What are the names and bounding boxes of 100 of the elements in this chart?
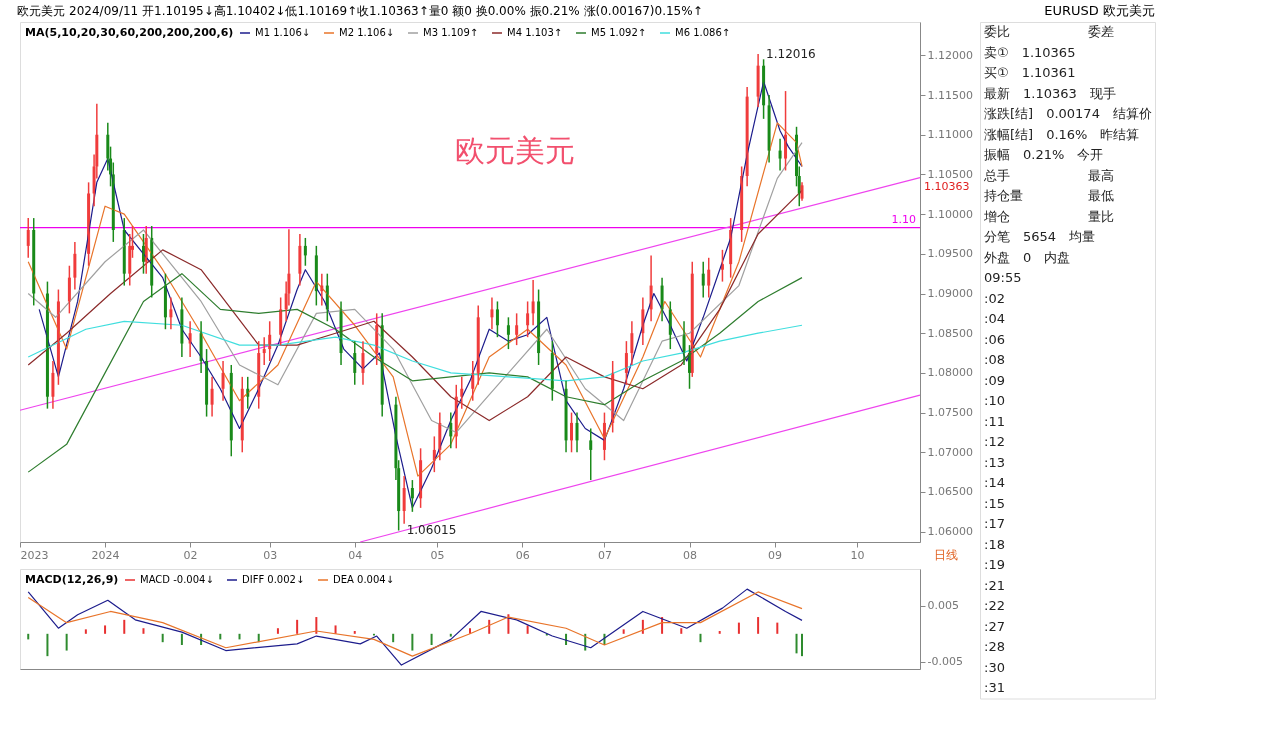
text: :31 [984, 680, 1005, 696]
text: 卖① 1.10365 [984, 44, 1076, 60]
legend-title: MA(5,10,20,30,60,200,200,200,6) [25, 26, 234, 39]
text: :09 [984, 372, 1005, 388]
x-tick-label: 03 [263, 548, 278, 562]
x-tick-label: 05 [430, 548, 445, 562]
text: :28 [984, 639, 1005, 655]
legend-label: DIFF 0.002↓ [242, 574, 305, 585]
x-tick-label: 07 [597, 548, 612, 562]
bar [757, 617, 760, 634]
text: 买① 1.10361 [984, 65, 1076, 81]
text: :14 [984, 475, 1005, 491]
text: 1.10363 [924, 180, 970, 194]
line-series [27, 320, 803, 382]
text: 涨跌[结] 0.00174 结算价 [984, 106, 1152, 122]
y-tick-label: 1.11500 [927, 88, 973, 102]
x-tick-label: 04 [348, 548, 363, 562]
x-tick-label: 10 [850, 548, 865, 562]
bar [737, 622, 740, 634]
text: 最新 1.10363 现手 [984, 85, 1116, 101]
text: 振幅 0.21% 今开 [984, 147, 1104, 163]
text: :19 [984, 557, 1005, 573]
bar [161, 633, 164, 643]
text: 09:55 [984, 270, 1022, 286]
legend-label: DEA 0.004↓ [333, 574, 395, 585]
bar [180, 633, 183, 645]
bar [84, 629, 87, 634]
line-series [27, 273, 803, 473]
bar [392, 633, 395, 643]
y-tick-label: 1.06000 [927, 525, 973, 539]
text: EURUSD 欧元美元 [1044, 3, 1155, 18]
bar [801, 633, 804, 657]
bar [795, 633, 798, 654]
text: 外盘 0 内盘 [984, 249, 1071, 265]
text: :30 [984, 659, 1005, 675]
x-tick-label: 09 [768, 548, 783, 562]
text: 总手 最高 [983, 167, 1114, 183]
y-tick-label: 1.12000 [927, 48, 973, 62]
text: :06 [984, 331, 1005, 347]
legend-label: M5 1.092↑ [591, 27, 647, 38]
text: :13 [984, 454, 1005, 470]
y-tick-label: 1.09000 [927, 287, 973, 301]
text: :04 [984, 311, 1005, 327]
legend-label: MACD -0.004↓ [140, 574, 214, 585]
legend-title: MACD(12,26,9) [25, 573, 119, 586]
text: :02 [984, 290, 1005, 306]
y-tick-label: 1.06500 [927, 485, 973, 499]
bar [449, 633, 452, 637]
bar [123, 619, 126, 634]
bar [411, 633, 414, 651]
y-tick-label: 1.09500 [927, 247, 973, 261]
legend-label: M6 1.086↑ [675, 27, 731, 38]
x-tick-label: 08 [683, 548, 698, 562]
line-series [27, 122, 803, 477]
legend-label: M1 1.106↓ [255, 27, 311, 38]
bar [430, 633, 433, 645]
bar [65, 633, 68, 651]
y-tick-label: 1.10500 [927, 167, 973, 181]
annotation: 1.06015 [406, 523, 457, 538]
text: 日线 [934, 548, 958, 562]
bar [699, 633, 702, 643]
text: :22 [984, 598, 1005, 614]
y-tick-label: 1.08500 [927, 326, 973, 340]
bar [276, 628, 279, 634]
annotation: 欧元美元 [455, 133, 575, 168]
y-tick-label: 1.07000 [927, 445, 973, 459]
bar [238, 633, 241, 640]
y-tick-label: -0.005 [927, 655, 963, 669]
line-series [27, 591, 803, 657]
text: :11 [984, 413, 1005, 429]
text: :21 [984, 577, 1005, 593]
bar [27, 633, 30, 640]
bar [622, 629, 625, 634]
x-tick-label: 2024 [91, 548, 120, 562]
text: :10 [984, 393, 1005, 409]
text: :08 [984, 352, 1005, 368]
annotation: 1.12016 [766, 47, 816, 62]
bar [353, 631, 356, 634]
bar [46, 633, 49, 657]
bar [104, 625, 107, 634]
bar [507, 614, 510, 634]
y-tick-label: 1.11000 [927, 128, 973, 142]
bar [526, 625, 529, 634]
y-tick-label: 0.005 [927, 599, 959, 613]
x-tick-label: 06 [515, 548, 530, 562]
bar [142, 628, 145, 634]
text: :18 [984, 536, 1005, 552]
bar [680, 628, 683, 634]
y-tick-label: 1.08000 [927, 366, 973, 380]
text: 增仓 量比 [983, 208, 1114, 224]
bar [488, 619, 491, 634]
line-series [38, 80, 803, 509]
bar [718, 631, 721, 634]
legend-label: M2 1.106↓ [339, 27, 395, 38]
bar [776, 622, 779, 634]
x-tick-label: 02 [183, 548, 198, 562]
text: 持仓量 最低 [984, 188, 1114, 204]
chart-title: 欧元美元 2024/09/11 开1.10195↓高1.10402↓低1.10169↑收1.10363↑量0 额0 换0.00% 振0.21% 涨(0.00167)0.15%↑ [17, 4, 703, 18]
text: 委比 委差 [984, 24, 1114, 40]
text: :12 [984, 434, 1005, 450]
